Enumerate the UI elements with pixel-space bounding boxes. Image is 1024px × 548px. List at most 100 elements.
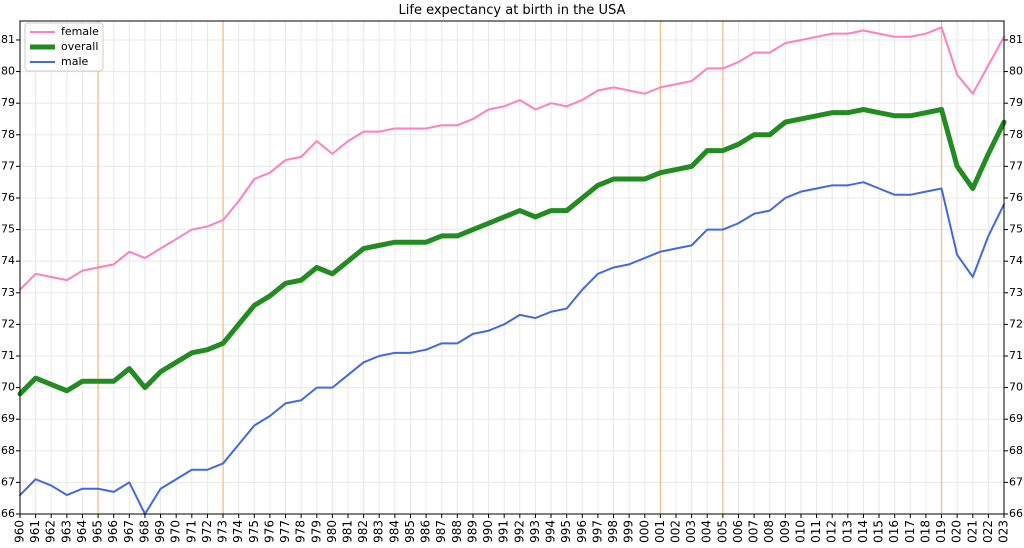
- x-tick-label: 2022: [981, 520, 995, 544]
- y-tick-label-right: 78: [1009, 128, 1023, 141]
- x-tick-label: 1995: [559, 520, 573, 544]
- x-tick-label: 1999: [622, 520, 636, 544]
- x-tick-label: 1998: [606, 520, 620, 544]
- x-tick-label: 1992: [512, 520, 526, 544]
- x-tick-label: 1974: [231, 520, 245, 544]
- x-tick-label: 2005: [715, 520, 729, 544]
- legend-label-overall: overall: [61, 40, 98, 53]
- y-tick-label-right: 79: [1009, 96, 1023, 109]
- y-tick-label-left: 80: [1, 65, 15, 78]
- x-tick-label: 2014: [856, 520, 870, 544]
- x-tick-label: 1983: [372, 520, 386, 544]
- x-tick-label: 2018: [918, 520, 932, 544]
- x-tick-label: 2021: [965, 520, 979, 544]
- x-tick-label: 1971: [184, 520, 198, 544]
- x-tick-label: 1960: [13, 520, 27, 544]
- x-tick-label: 2010: [793, 520, 807, 544]
- legend-label-male: male: [61, 55, 89, 68]
- y-tick-label-right: 70: [1009, 381, 1023, 394]
- x-tick-label: 2000: [637, 520, 651, 544]
- chart-title: Life expectancy at birth in the USA: [399, 3, 626, 18]
- x-tick-label: 2004: [700, 520, 714, 544]
- x-tick-label: 1970: [169, 520, 183, 544]
- x-tick-label: 2011: [809, 520, 823, 544]
- y-tick-label-right: 74: [1009, 254, 1023, 267]
- x-tick-label: 1984: [387, 520, 401, 544]
- y-tick-label-right: 75: [1009, 223, 1023, 236]
- x-tick-label: 1976: [262, 520, 276, 544]
- x-tick-label: 1993: [528, 520, 542, 544]
- x-tick-label: 1963: [59, 520, 73, 544]
- x-tick-label: 1996: [575, 520, 589, 544]
- x-tick-label: 2006: [731, 520, 745, 544]
- x-tick-label: 1994: [544, 520, 558, 544]
- x-tick-label: 2013: [840, 520, 854, 544]
- y-tick-label-right: 66: [1009, 507, 1023, 520]
- x-tick-label: 2016: [887, 520, 901, 544]
- y-tick-label-left: 79: [1, 96, 15, 109]
- ticks-layer: 1960 1961 1962 1963 1964 1965 1966 1967 1968 1969…: [1, 33, 1023, 548]
- x-tick-label: 1968: [137, 520, 151, 544]
- y-tick-label-right: 68: [1009, 444, 1023, 457]
- y-tick-label-left: 72: [1, 317, 15, 330]
- y-tick-label-right: 77: [1009, 159, 1023, 172]
- y-tick-label-right: 71: [1009, 349, 1023, 362]
- y-tick-label-left: 66: [1, 507, 15, 520]
- x-tick-label: 2002: [669, 520, 683, 544]
- y-tick-label-left: 74: [1, 254, 15, 267]
- x-tick-label: 2001: [653, 520, 667, 544]
- y-tick-label-left: 78: [1, 128, 15, 141]
- x-tick-label: 1978: [294, 520, 308, 544]
- x-tick-label: 1982: [356, 520, 370, 544]
- legend-label-female: female: [61, 25, 99, 38]
- x-tick-label: 2008: [762, 520, 776, 544]
- x-tick-label: 1972: [200, 520, 214, 544]
- y-tick-label-left: 69: [1, 412, 15, 425]
- x-tick-label: 1987: [434, 520, 448, 544]
- y-tick-label-right: 81: [1009, 33, 1023, 46]
- y-tick-label-left: 71: [1, 349, 15, 362]
- y-tick-label-right: 73: [1009, 286, 1023, 299]
- y-tick-label-left: 75: [1, 223, 15, 236]
- x-tick-label: 1961: [28, 520, 42, 544]
- x-tick-label: 1964: [75, 520, 89, 544]
- y-tick-label-right: 67: [1009, 475, 1023, 488]
- x-tick-label: 1991: [497, 520, 511, 544]
- x-tick-label: 1988: [450, 520, 464, 544]
- y-tick-label-left: 68: [1, 444, 15, 457]
- x-tick-label: 2015: [872, 520, 886, 544]
- series-line-overall: [17, 106, 1007, 397]
- legend: female overall male: [24, 22, 104, 72]
- x-tick-label: 1997: [590, 520, 604, 544]
- y-tick-label-right: 80: [1009, 65, 1023, 78]
- x-tick-label: 1962: [44, 520, 58, 544]
- x-tick-label: 2020: [950, 520, 964, 544]
- x-tick-label: 2009: [778, 520, 792, 544]
- y-tick-label-left: 70: [1, 381, 15, 394]
- x-tick-label: 1973: [216, 520, 230, 544]
- x-tick-label: 1965: [91, 520, 105, 544]
- x-tick-label: 2007: [747, 520, 761, 544]
- y-tick-label-right: 72: [1009, 317, 1023, 330]
- y-tick-label-right: 69: [1009, 412, 1023, 425]
- x-tick-label: 2023: [997, 520, 1011, 544]
- x-tick-label: 1979: [309, 520, 323, 544]
- x-tick-label: 2019: [934, 520, 948, 544]
- x-tick-label: 1969: [153, 520, 167, 544]
- x-tick-label: 2012: [825, 520, 839, 544]
- y-tick-label-left: 81: [1, 33, 15, 46]
- y-tick-label-left: 76: [1, 191, 15, 204]
- x-tick-label: 1985: [403, 520, 417, 544]
- series-line-male: [19, 181, 1005, 515]
- x-tick-label: 1986: [419, 520, 433, 544]
- x-tick-label: 1980: [325, 520, 339, 544]
- series-layer: [17, 26, 1007, 515]
- x-tick-label: 1977: [278, 520, 292, 544]
- y-tick-label-right: 76: [1009, 191, 1023, 204]
- x-tick-label: 1975: [247, 520, 261, 544]
- highlight-layer: [97, 21, 943, 514]
- x-tick-label: 2003: [684, 520, 698, 544]
